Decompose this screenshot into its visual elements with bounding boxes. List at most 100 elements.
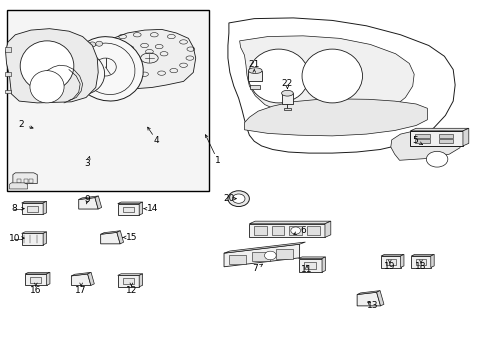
Polygon shape: [101, 232, 120, 244]
Polygon shape: [118, 274, 142, 275]
Text: 19: 19: [383, 262, 395, 271]
Text: 1: 1: [214, 156, 220, 165]
Ellipse shape: [227, 191, 249, 207]
Polygon shape: [239, 36, 413, 116]
Ellipse shape: [248, 68, 262, 73]
Text: 9: 9: [84, 195, 90, 204]
Bar: [250, 85, 260, 89]
Polygon shape: [139, 274, 142, 287]
Polygon shape: [71, 274, 91, 285]
Bar: [438, 134, 452, 138]
Polygon shape: [4, 90, 11, 93]
Polygon shape: [117, 231, 123, 244]
Polygon shape: [21, 232, 46, 233]
Bar: [415, 259, 425, 265]
Polygon shape: [101, 231, 120, 234]
Polygon shape: [325, 221, 330, 237]
Ellipse shape: [426, 151, 447, 167]
Polygon shape: [43, 201, 46, 215]
Text: 8: 8: [11, 204, 17, 213]
Polygon shape: [95, 196, 102, 209]
Bar: [414, 134, 429, 138]
Polygon shape: [380, 256, 400, 267]
Polygon shape: [79, 198, 98, 209]
Bar: [17, 179, 21, 183]
Polygon shape: [227, 18, 454, 153]
Text: 17: 17: [75, 286, 87, 295]
Bar: [30, 277, 41, 283]
Bar: [248, 71, 262, 81]
Text: 10: 10: [9, 234, 20, 243]
Bar: [306, 226, 319, 235]
Polygon shape: [87, 273, 94, 285]
Polygon shape: [21, 203, 43, 215]
Bar: [6, 10, 208, 191]
Polygon shape: [410, 256, 430, 267]
Bar: [27, 206, 38, 212]
Text: 11: 11: [301, 265, 312, 274]
Bar: [271, 226, 284, 235]
Ellipse shape: [248, 49, 308, 103]
Polygon shape: [298, 258, 322, 272]
Text: 15: 15: [125, 233, 137, 242]
Polygon shape: [118, 204, 139, 215]
Text: 14: 14: [147, 204, 158, 213]
Text: 12: 12: [125, 286, 137, 295]
Polygon shape: [462, 128, 468, 146]
Ellipse shape: [96, 41, 102, 46]
Bar: [123, 278, 134, 284]
Bar: [409, 131, 462, 146]
Polygon shape: [356, 291, 379, 294]
Polygon shape: [4, 72, 11, 76]
Bar: [438, 139, 452, 143]
Polygon shape: [410, 255, 433, 256]
Polygon shape: [322, 257, 325, 272]
Polygon shape: [25, 274, 46, 285]
Bar: [289, 226, 302, 235]
Polygon shape: [43, 232, 46, 245]
Polygon shape: [9, 183, 27, 189]
Polygon shape: [139, 202, 142, 215]
Ellipse shape: [302, 49, 362, 103]
Ellipse shape: [30, 71, 64, 103]
Bar: [252, 252, 269, 261]
Ellipse shape: [58, 51, 104, 95]
Polygon shape: [103, 30, 195, 89]
Polygon shape: [244, 99, 427, 136]
Text: 2: 2: [19, 120, 24, 129]
Text: 16: 16: [30, 286, 41, 295]
Polygon shape: [409, 128, 468, 131]
Bar: [283, 108, 291, 111]
Polygon shape: [25, 273, 50, 274]
Text: 3: 3: [84, 159, 90, 168]
Bar: [385, 259, 395, 265]
Text: 7: 7: [252, 265, 258, 274]
Polygon shape: [298, 257, 325, 258]
Polygon shape: [400, 255, 403, 267]
Polygon shape: [249, 221, 330, 224]
Polygon shape: [390, 130, 459, 160]
Text: 13: 13: [366, 301, 377, 310]
Polygon shape: [13, 173, 37, 184]
Bar: [123, 207, 134, 212]
Ellipse shape: [281, 90, 293, 96]
Text: 5: 5: [411, 136, 417, 145]
Bar: [414, 139, 429, 143]
Ellipse shape: [73, 37, 143, 101]
Bar: [29, 179, 33, 183]
Polygon shape: [118, 275, 139, 287]
Text: 21: 21: [248, 60, 260, 69]
Text: 22: 22: [281, 80, 292, 89]
Bar: [304, 262, 316, 269]
Polygon shape: [4, 47, 11, 51]
Polygon shape: [79, 196, 98, 199]
Polygon shape: [224, 244, 299, 267]
Polygon shape: [21, 201, 46, 203]
Ellipse shape: [89, 42, 96, 47]
Polygon shape: [71, 273, 91, 276]
Ellipse shape: [232, 194, 244, 203]
Text: 18: 18: [414, 262, 426, 271]
Polygon shape: [5, 29, 98, 103]
Polygon shape: [249, 224, 325, 237]
Bar: [228, 255, 246, 264]
